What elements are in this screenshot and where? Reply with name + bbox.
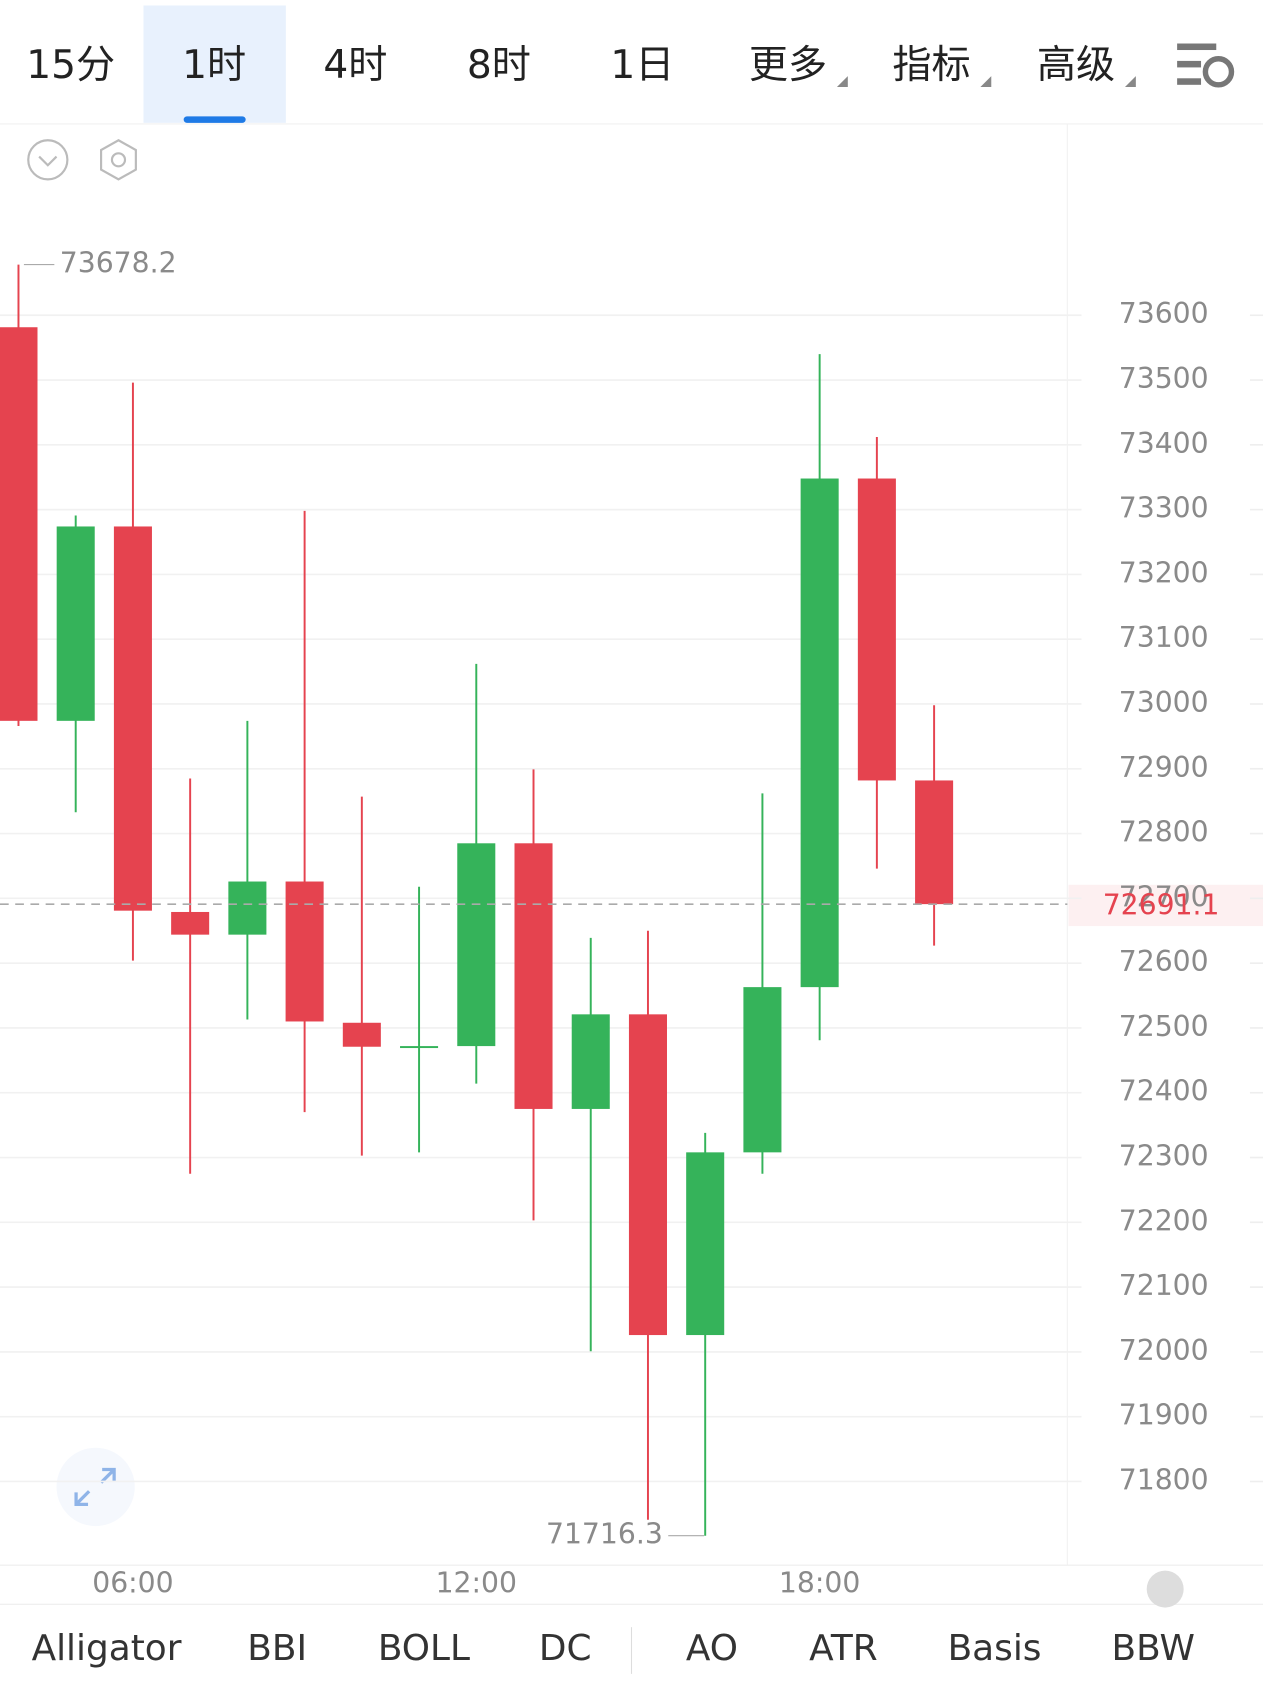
candle-body — [800, 478, 839, 988]
active-tab-underline — [183, 116, 246, 123]
y-tick-label: 71900 — [1119, 1399, 1209, 1432]
candle-body — [628, 1014, 667, 1336]
tab[interactable]: 更多 — [749, 43, 827, 88]
max-label: 73678.2 — [60, 247, 177, 280]
y-tick-label: 73200 — [1119, 556, 1209, 589]
active-tab-bg — [143, 5, 286, 123]
y-tick-label: 73500 — [1119, 362, 1209, 395]
tab[interactable]: 1时 — [182, 43, 246, 88]
candle-body — [571, 1014, 610, 1109]
candle-body — [514, 843, 553, 1109]
candle-body — [342, 1022, 381, 1047]
min-label: 71716.3 — [546, 1518, 663, 1551]
candle-body — [457, 843, 496, 1047]
tab[interactable]: 4时 — [323, 43, 387, 88]
chevron — [38, 155, 58, 167]
y-tick-label: 72000 — [1119, 1334, 1209, 1367]
expand-icon — [74, 1467, 116, 1506]
y-tick-label: 72400 — [1119, 1075, 1209, 1108]
tab[interactable]: 1日 — [610, 43, 674, 88]
x-tick-label: 18:00 — [779, 1567, 860, 1600]
y-tick-label: 72200 — [1119, 1204, 1209, 1237]
settings-icon[interactable] — [99, 138, 137, 181]
x-tick-label: 12:00 — [436, 1567, 517, 1600]
indicator-tab[interactable]: BOLL — [378, 1628, 470, 1669]
y-tick-label: 73300 — [1119, 492, 1209, 525]
y-tick-label: 72900 — [1119, 751, 1209, 784]
candle-body — [285, 881, 324, 1022]
candle-body — [857, 478, 896, 781]
scroll-button[interactable] — [1146, 1570, 1184, 1608]
expand-button[interactable] — [56, 1447, 135, 1527]
y-tick-label: 71800 — [1119, 1463, 1209, 1496]
indicator-tab[interactable]: BBW — [1112, 1628, 1195, 1669]
tab[interactable]: 高级 — [1037, 43, 1115, 88]
x-tick-label: 06:00 — [92, 1567, 173, 1600]
indicator-tab[interactable]: DC — [539, 1628, 592, 1669]
tab[interactable]: 8时 — [467, 43, 531, 88]
candle-body — [56, 526, 95, 721]
y-tick-label: 72300 — [1119, 1140, 1209, 1173]
last-price-bg — [1068, 884, 1263, 927]
layout-icon[interactable] — [1177, 43, 1235, 88]
settings-dot — [110, 152, 127, 168]
tab[interactable]: 指标 — [892, 43, 970, 88]
y-tick-label: 72600 — [1119, 945, 1209, 978]
candle-body — [171, 911, 210, 935]
y-tick-label: 73000 — [1119, 686, 1209, 719]
tab[interactable]: 15分 — [26, 43, 115, 88]
last-price-label: 72691.1 — [1103, 888, 1220, 921]
indicator-tab[interactable]: Basis — [948, 1628, 1042, 1669]
y-tick-label: 72500 — [1119, 1010, 1209, 1043]
indicator-tab[interactable]: Alligator — [32, 1628, 182, 1669]
candle-body — [686, 1152, 725, 1336]
dropdown-arrow — [1124, 76, 1136, 87]
toolbar-icons — [27, 138, 137, 181]
candle-body — [400, 1046, 439, 1049]
candle-body — [0, 327, 38, 721]
indicator-tab[interactable]: BBI — [247, 1628, 307, 1669]
dropdown-arrow — [980, 76, 992, 87]
indicator-tab[interactable]: ATR — [809, 1628, 878, 1669]
candle-body — [228, 881, 267, 935]
y-tick-label: 72100 — [1119, 1269, 1209, 1302]
y-tick-label: 73400 — [1119, 427, 1209, 460]
dropdown-arrow — [836, 76, 848, 87]
collapse-icon[interactable] — [27, 139, 69, 181]
candle-body — [915, 780, 954, 905]
candle-body — [743, 987, 782, 1153]
y-tick-label: 72800 — [1119, 816, 1209, 849]
y-tick-label: 72700 — [1119, 880, 1209, 913]
candle-body — [113, 526, 152, 911]
indicator-tab[interactable]: AO — [686, 1628, 738, 1669]
y-tick-label: 73100 — [1119, 621, 1209, 654]
y-tick-label: 73600 — [1119, 297, 1209, 330]
